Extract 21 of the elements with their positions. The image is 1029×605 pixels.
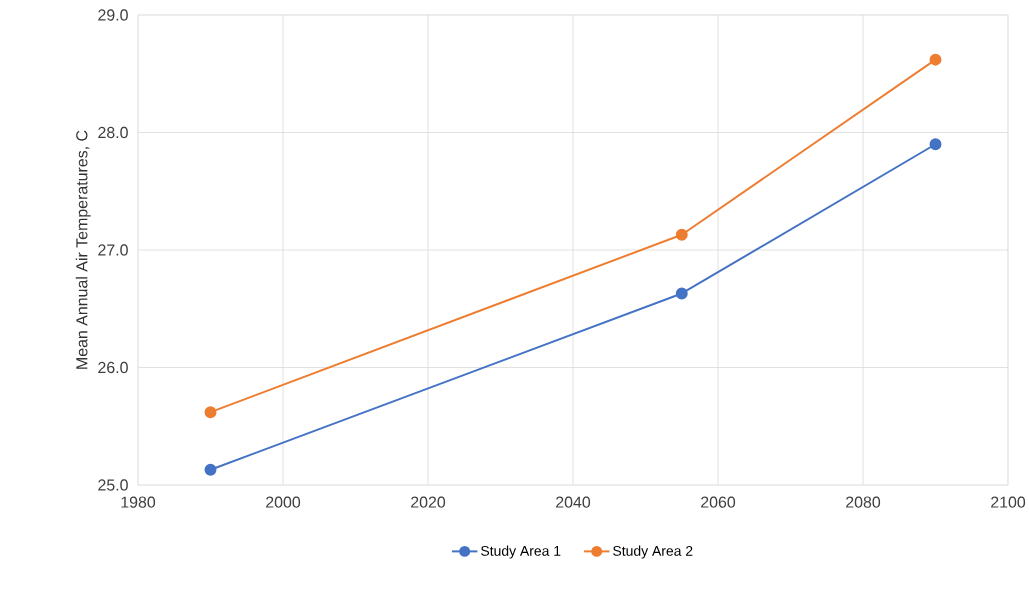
point (204, 406, 217, 419)
x-tick-label: 2000 (266, 496, 301, 508)
point (204, 463, 217, 476)
x-tick-label: 1980 (121, 496, 156, 508)
x-tick-label: 2060 (701, 496, 736, 508)
point (675, 228, 688, 241)
y-tick-label: 27.0 (98, 244, 128, 256)
x-tick-label: 2080 (846, 496, 881, 508)
y-tick-label: 29.0 (98, 9, 128, 21)
legend-label: Study Area 2 (613, 545, 693, 559)
point (929, 53, 942, 66)
y-tick-label: 26.0 (98, 361, 128, 374)
point (929, 138, 942, 151)
point (675, 287, 688, 300)
x-tick-label: 2100 (991, 496, 1026, 508)
y-tick-label: 25.0 (98, 479, 128, 491)
y-tick-label: 28.0 (98, 126, 128, 139)
x-tick-label: 2020 (411, 496, 446, 508)
y-axis-title: Mean Annual Air Temperatures, C (75, 130, 91, 369)
legend-label: Study Area 1 (481, 545, 561, 559)
x-tick-label: 2040 (556, 496, 591, 508)
